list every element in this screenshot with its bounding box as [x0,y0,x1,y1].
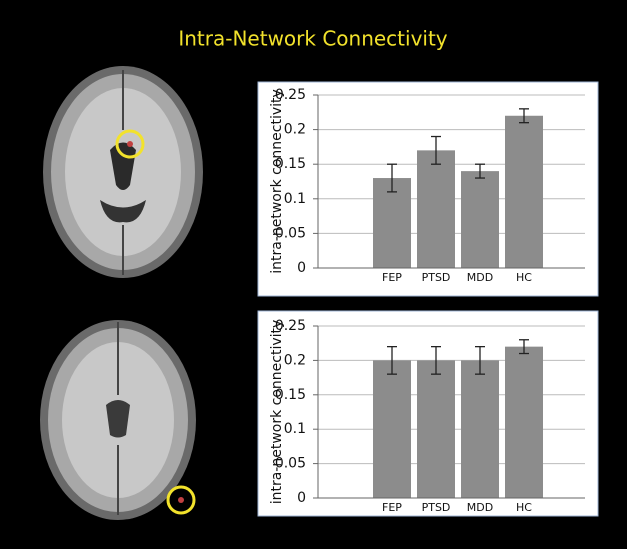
x-tick-label: HC [516,271,532,284]
x-tick-label: PTSD [422,501,451,514]
x-tick-label: MDD [467,271,493,284]
bar [373,360,411,498]
x-tick-label: HC [516,501,532,514]
bar [461,360,499,498]
x-tick-label: FEP [382,271,402,284]
y-tick-label: 0.2 [284,122,306,138]
bar [505,347,543,498]
x-tick-label: PTSD [422,271,451,284]
y-tick-label: 0.2 [284,352,306,368]
y-tick-label: 0 [297,490,306,506]
x-tick-label: FEP [382,501,402,514]
y-tick-label: 0.1 [284,191,306,207]
y-axis-label: intra-network connectivity [269,89,285,274]
brain-slice-bottom [40,320,196,520]
y-tick-label: 0.1 [284,421,306,437]
x-tick-label: MDD [467,501,493,514]
brain-slice-top [43,66,203,278]
bar [461,171,499,268]
page: Intra-Network Connectivity 00.050.10.150… [0,0,627,549]
y-tick-label: 0 [297,260,306,276]
figure-title: Intra-Network Connectivity [178,27,447,51]
y-axis-label: intra-network connectivity [269,320,285,505]
bar [505,116,543,268]
figure: Intra-Network Connectivity 00.050.10.150… [0,0,627,549]
bar [417,360,455,498]
bar [417,150,455,268]
